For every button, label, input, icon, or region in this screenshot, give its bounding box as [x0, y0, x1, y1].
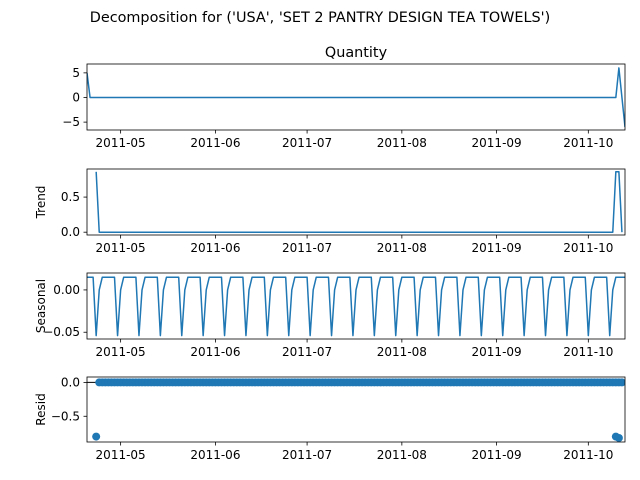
- x-tick-label: 2011-05: [96, 448, 146, 462]
- y-tick-label: −5: [62, 115, 80, 129]
- x-tick-label: 2011-05: [96, 241, 146, 255]
- x-tick-label: 2011-09: [472, 345, 522, 359]
- seasonal-line: [87, 276, 625, 337]
- x-tick-label: 2011-08: [377, 136, 427, 150]
- axes-frame: [86, 168, 626, 236]
- resid-point: [617, 378, 625, 387]
- x-tick-label: 2011-07: [282, 136, 332, 150]
- x-tick-label: 2011-10: [563, 345, 613, 359]
- panel-2: Trend 0.5 0.0 2011-05 2011-06 2011-07 2011-08 2…: [34, 168, 626, 255]
- y-axis-label: Resid: [34, 393, 48, 425]
- figure-title: Decomposition for ('USA', 'SET 2 PANTRY …: [90, 10, 550, 26]
- x-tick-label: 2011-06: [190, 241, 240, 255]
- series-line: [87, 67, 625, 128]
- x-tick-label: 2011-09: [472, 136, 522, 150]
- y-tick-label: −0.05: [43, 325, 80, 339]
- x-tick-label: 2011-05: [96, 136, 146, 150]
- x-tick-label: 2011-07: [282, 345, 332, 359]
- y-tick-label: 0.0: [61, 375, 80, 389]
- axes-frame: [86, 63, 626, 131]
- panel-3: Seasonal 0.00 −0.05 2011-05 2011-06 2011-07 20…: [34, 272, 626, 359]
- plot-area: [87, 276, 625, 337]
- x-tick-label: 2011-10: [563, 136, 613, 150]
- x-tick-label: 2011-08: [377, 241, 427, 255]
- x-tick-label: 2011-05: [96, 345, 146, 359]
- x-tick-label: 2011-07: [282, 448, 332, 462]
- x-tick-label: 2011-06: [190, 345, 240, 359]
- x-tick-label: 2011-09: [472, 241, 522, 255]
- resid-point: [92, 432, 101, 441]
- y-tick-label: 0.00: [53, 283, 80, 297]
- x-tick-label: 2011-10: [563, 448, 613, 462]
- y-tick-label: 0.5: [61, 190, 80, 204]
- y-tick-label: −0.5: [51, 409, 80, 423]
- plot-area: [87, 67, 625, 128]
- x-tick-label: 2011-09: [472, 448, 522, 462]
- plot-area: [95, 171, 623, 233]
- panel-1: Quantity 5 0 −5 2011-05 2011-06 2011-07 2011-08…: [62, 45, 626, 150]
- y-tick-label: 5: [72, 66, 80, 80]
- x-tick-label: 2011-06: [190, 136, 240, 150]
- axes-frame: [86, 272, 626, 340]
- axes-frame: [86, 376, 626, 443]
- x-tick-label: 2011-08: [377, 448, 427, 462]
- x-tick-label: 2011-08: [377, 345, 427, 359]
- y-axis-label: Trend: [34, 186, 48, 220]
- x-tick-label: 2011-10: [563, 241, 613, 255]
- y-tick-label: 0: [72, 90, 80, 104]
- y-axis-label: Seasonal: [34, 279, 48, 333]
- series-line: [95, 171, 623, 233]
- panel-4: Resid 0.0 −0.5 2011-05 2011-06 2011-07 2011-08…: [34, 375, 626, 462]
- panel-title: Quantity: [325, 45, 388, 61]
- plot-area: [87, 378, 625, 442]
- resid-point: [614, 433, 623, 442]
- y-tick-label: 0.0: [61, 225, 80, 239]
- x-tick-label: 2011-07: [282, 241, 332, 255]
- x-tick-label: 2011-06: [190, 448, 240, 462]
